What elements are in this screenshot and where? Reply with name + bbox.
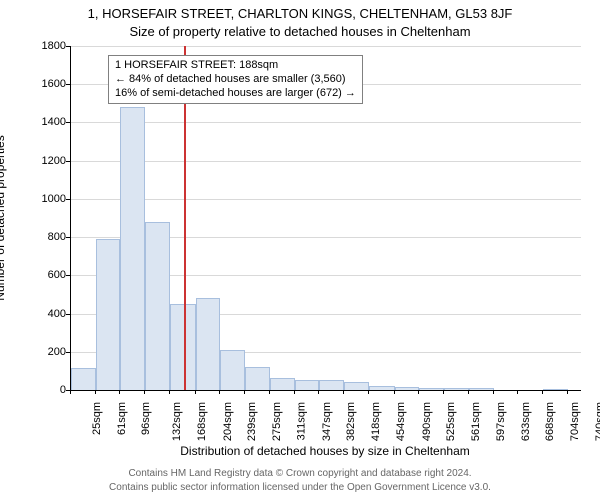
x-tick-mark — [468, 390, 469, 394]
y-tick-label: 0 — [26, 384, 66, 396]
histogram-bar — [543, 389, 568, 390]
x-tick-label: 561sqm — [470, 402, 482, 441]
y-tick-label: 800 — [26, 231, 66, 243]
x-tick-label: 490sqm — [421, 402, 433, 441]
histogram-bar — [145, 222, 170, 390]
x-tick-label: 704sqm — [570, 402, 582, 441]
annotation-line: 16% of semi-detached houses are larger (… — [115, 87, 356, 101]
x-tick-mark — [567, 390, 568, 394]
footer-line1: Contains HM Land Registry data © Crown c… — [0, 468, 600, 479]
x-tick-mark — [195, 390, 196, 394]
histogram-bar — [295, 380, 319, 391]
y-tick-mark — [66, 275, 70, 276]
gridline — [71, 46, 581, 47]
x-tick-mark — [169, 390, 170, 394]
x-tick-label: 347sqm — [321, 402, 333, 441]
x-tick-mark — [343, 390, 344, 394]
histogram-bar — [319, 380, 344, 390]
x-tick-label: 132sqm — [172, 402, 184, 441]
x-tick-mark — [394, 390, 395, 394]
x-tick-label: 668sqm — [545, 402, 557, 441]
x-tick-label: 740sqm — [595, 402, 600, 441]
y-axis-label: Number of detached properties — [0, 46, 13, 390]
x-tick-label: 525sqm — [445, 402, 457, 441]
y-tick-mark — [66, 314, 70, 315]
annotation-box: 1 HORSEFAIR STREET: 188sqm ← 84% of deta… — [108, 55, 363, 104]
y-tick-label: 400 — [26, 308, 66, 320]
x-tick-label: 204sqm — [222, 402, 234, 441]
y-tick-mark — [66, 161, 70, 162]
x-tick-label: 418sqm — [371, 402, 383, 441]
x-tick-label: 61sqm — [116, 402, 128, 435]
chart-title-line2: Size of property relative to detached ho… — [0, 24, 600, 39]
histogram-bar — [469, 388, 494, 390]
histogram-bar — [170, 304, 195, 390]
x-tick-mark — [294, 390, 295, 394]
x-tick-label: 168sqm — [197, 402, 209, 441]
histogram-bar — [419, 388, 444, 390]
x-tick-label: 239sqm — [246, 402, 258, 441]
y-tick-label: 1000 — [26, 193, 66, 205]
x-tick-label: 311sqm — [295, 402, 307, 440]
y-tick-mark — [66, 84, 70, 85]
y-tick-mark — [66, 46, 70, 47]
y-tick-label: 1600 — [26, 78, 66, 90]
gridline — [71, 161, 581, 162]
y-tick-mark — [66, 199, 70, 200]
histogram-chart: 1, HORSEFAIR STREET, CHARLTON KINGS, CHE… — [0, 0, 600, 500]
x-tick-label: 275sqm — [271, 402, 283, 441]
y-tick-label: 1200 — [26, 155, 66, 167]
x-tick-mark — [219, 390, 220, 394]
histogram-bar — [245, 367, 270, 390]
y-tick-label: 1800 — [26, 40, 66, 52]
x-tick-mark — [318, 390, 319, 394]
x-tick-mark — [119, 390, 120, 394]
gridline — [71, 199, 581, 200]
y-tick-label: 200 — [26, 346, 66, 358]
histogram-bar — [369, 386, 394, 390]
x-tick-label: 633sqm — [520, 402, 532, 441]
y-tick-label: 1400 — [26, 116, 66, 128]
histogram-bar — [71, 368, 96, 390]
y-tick-mark — [66, 122, 70, 123]
x-tick-mark — [368, 390, 369, 394]
histogram-bar — [220, 350, 245, 390]
histogram-bar — [196, 298, 220, 390]
x-tick-mark — [244, 390, 245, 394]
x-tick-mark — [95, 390, 96, 394]
annotation-line: ← 84% of detached houses are smaller (3,… — [115, 73, 356, 87]
x-tick-mark — [70, 390, 71, 394]
y-tick-mark — [66, 237, 70, 238]
histogram-bar — [344, 382, 369, 390]
x-tick-label: 597sqm — [495, 402, 507, 441]
histogram-bar — [96, 239, 120, 390]
x-axis-label: Distribution of detached houses by size … — [70, 444, 580, 458]
x-tick-mark — [517, 390, 518, 394]
x-tick-mark — [493, 390, 494, 394]
annotation-line: 1 HORSEFAIR STREET: 188sqm — [115, 59, 356, 73]
histogram-bar — [444, 388, 469, 390]
histogram-bar — [395, 387, 419, 390]
x-tick-label: 454sqm — [396, 402, 408, 441]
gridline — [71, 122, 581, 123]
x-tick-label: 382sqm — [346, 402, 358, 441]
histogram-bar — [270, 378, 295, 390]
y-tick-mark — [66, 352, 70, 353]
footer-line2: Contains public sector information licen… — [0, 482, 600, 493]
x-tick-mark — [542, 390, 543, 394]
x-tick-label: 25sqm — [91, 402, 103, 435]
chart-title-line1: 1, HORSEFAIR STREET, CHARLTON KINGS, CHE… — [0, 6, 600, 21]
y-tick-label: 600 — [26, 269, 66, 281]
histogram-bar — [120, 107, 145, 390]
x-tick-label: 96sqm — [140, 402, 152, 435]
x-tick-mark — [418, 390, 419, 394]
x-tick-mark — [269, 390, 270, 394]
x-tick-mark — [144, 390, 145, 394]
x-tick-mark — [443, 390, 444, 394]
